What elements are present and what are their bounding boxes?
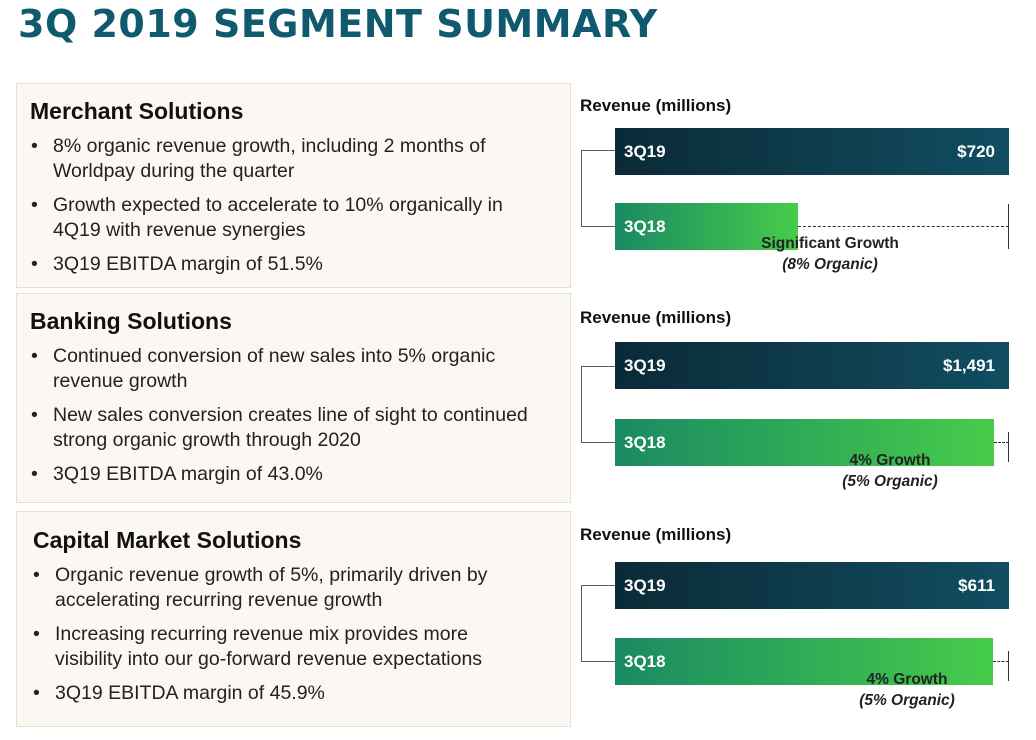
growth-text: 4% Growth xyxy=(866,671,948,688)
growth-annotation: 4% Growth (5% Organic) xyxy=(807,669,1007,711)
category-label: 3Q18 xyxy=(624,651,666,671)
merchant-solutions-panel: Merchant Solutions 8% organic revenue gr… xyxy=(16,83,571,288)
bullet-item: Increasing recurring revenue mix provide… xyxy=(29,622,535,672)
segment-title: Capital Market Solutions xyxy=(33,527,302,553)
bar-end-marker xyxy=(1008,204,1009,249)
bracket-line xyxy=(581,150,582,226)
capital-market-revenue-chart: Revenue (millions) 3Q19 $611 3Q18 4% Gro… xyxy=(575,525,1015,725)
bullet-list: 8% organic revenue growth, including 2 m… xyxy=(27,134,533,286)
bullet-item: New sales conversion creates line of sig… xyxy=(27,403,533,453)
organic-growth-text: (5% Organic) xyxy=(859,692,955,709)
bracket-line xyxy=(581,585,615,586)
growth-annotation: Significant Growth (8% Organic) xyxy=(725,233,935,275)
page-title: 3Q 2019 SEGMENT SUMMARY xyxy=(18,2,658,46)
bullet-list: Organic revenue growth of 5%, primarily … xyxy=(29,563,535,715)
merchant-revenue-chart: Revenue (millions) 3Q19 $720 3Q18 Signif… xyxy=(575,96,1015,296)
bracket-line xyxy=(581,366,582,442)
bar-3q19: 3Q19 $1,491 xyxy=(615,342,1009,389)
segment-title: Merchant Solutions xyxy=(30,98,244,124)
growth-dashed-line xyxy=(992,661,1009,662)
chart-title: Revenue (millions) xyxy=(580,308,732,327)
bar-3q18: 3Q18 xyxy=(615,203,799,250)
bar-3q18: 3Q18 xyxy=(615,638,993,685)
growth-text: 4% Growth xyxy=(849,452,931,469)
bar-end-marker xyxy=(1008,651,1009,681)
bracket-line xyxy=(581,226,615,227)
bar-3q18: 3Q18 xyxy=(615,419,994,466)
chart-title: Revenue (millions) xyxy=(580,525,732,544)
bracket-line xyxy=(581,150,615,151)
bracket-line xyxy=(581,442,615,443)
category-label: 3Q19 xyxy=(624,141,666,161)
category-label: 3Q19 xyxy=(624,575,666,595)
data-label: $720 xyxy=(957,141,995,161)
bracket-line xyxy=(581,585,582,661)
chart-title: Revenue (millions) xyxy=(580,96,732,115)
bullet-item: Organic revenue growth of 5%, primarily … xyxy=(29,563,535,613)
bar-3q19: 3Q19 $720 xyxy=(615,128,1009,175)
category-label: 3Q19 xyxy=(624,355,666,375)
category-label: 3Q18 xyxy=(624,432,666,452)
bullet-item: Continued conversion of new sales into 5… xyxy=(27,344,533,394)
growth-annotation: 4% Growth (5% Organic) xyxy=(790,450,990,492)
organic-growth-text: (5% Organic) xyxy=(842,473,938,490)
segment-title: Banking Solutions xyxy=(30,308,232,334)
bracket-line xyxy=(581,366,615,367)
data-label: $1,491 xyxy=(943,355,995,375)
banking-revenue-chart: Revenue (millions) 3Q19 $1,491 3Q18 4% G… xyxy=(575,308,1015,508)
bar-end-marker xyxy=(1008,432,1009,462)
bracket-line xyxy=(581,661,615,662)
growth-dashed-line xyxy=(993,442,1009,443)
bullet-list: Continued conversion of new sales into 5… xyxy=(27,344,533,496)
banking-solutions-panel: Banking Solutions Continued conversion o… xyxy=(16,293,571,503)
bullet-item: 3Q19 EBITDA margin of 43.0% xyxy=(27,462,533,487)
growth-dashed-line xyxy=(798,226,1009,227)
category-label: 3Q18 xyxy=(624,216,666,236)
bullet-item: 8% organic revenue growth, including 2 m… xyxy=(27,134,533,184)
bullet-item: Growth expected to accelerate to 10% org… xyxy=(27,193,533,243)
bullet-item: 3Q19 EBITDA margin of 51.5% xyxy=(27,252,533,277)
data-label: $611 xyxy=(958,575,995,595)
growth-text: Significant Growth xyxy=(761,235,899,252)
organic-growth-text: (8% Organic) xyxy=(782,256,878,273)
bar-3q19: 3Q19 $611 xyxy=(615,562,1009,609)
bullet-item: 3Q19 EBITDA margin of 45.9% xyxy=(29,681,535,706)
capital-market-solutions-panel: Capital Market Solutions Organic revenue… xyxy=(16,511,571,727)
